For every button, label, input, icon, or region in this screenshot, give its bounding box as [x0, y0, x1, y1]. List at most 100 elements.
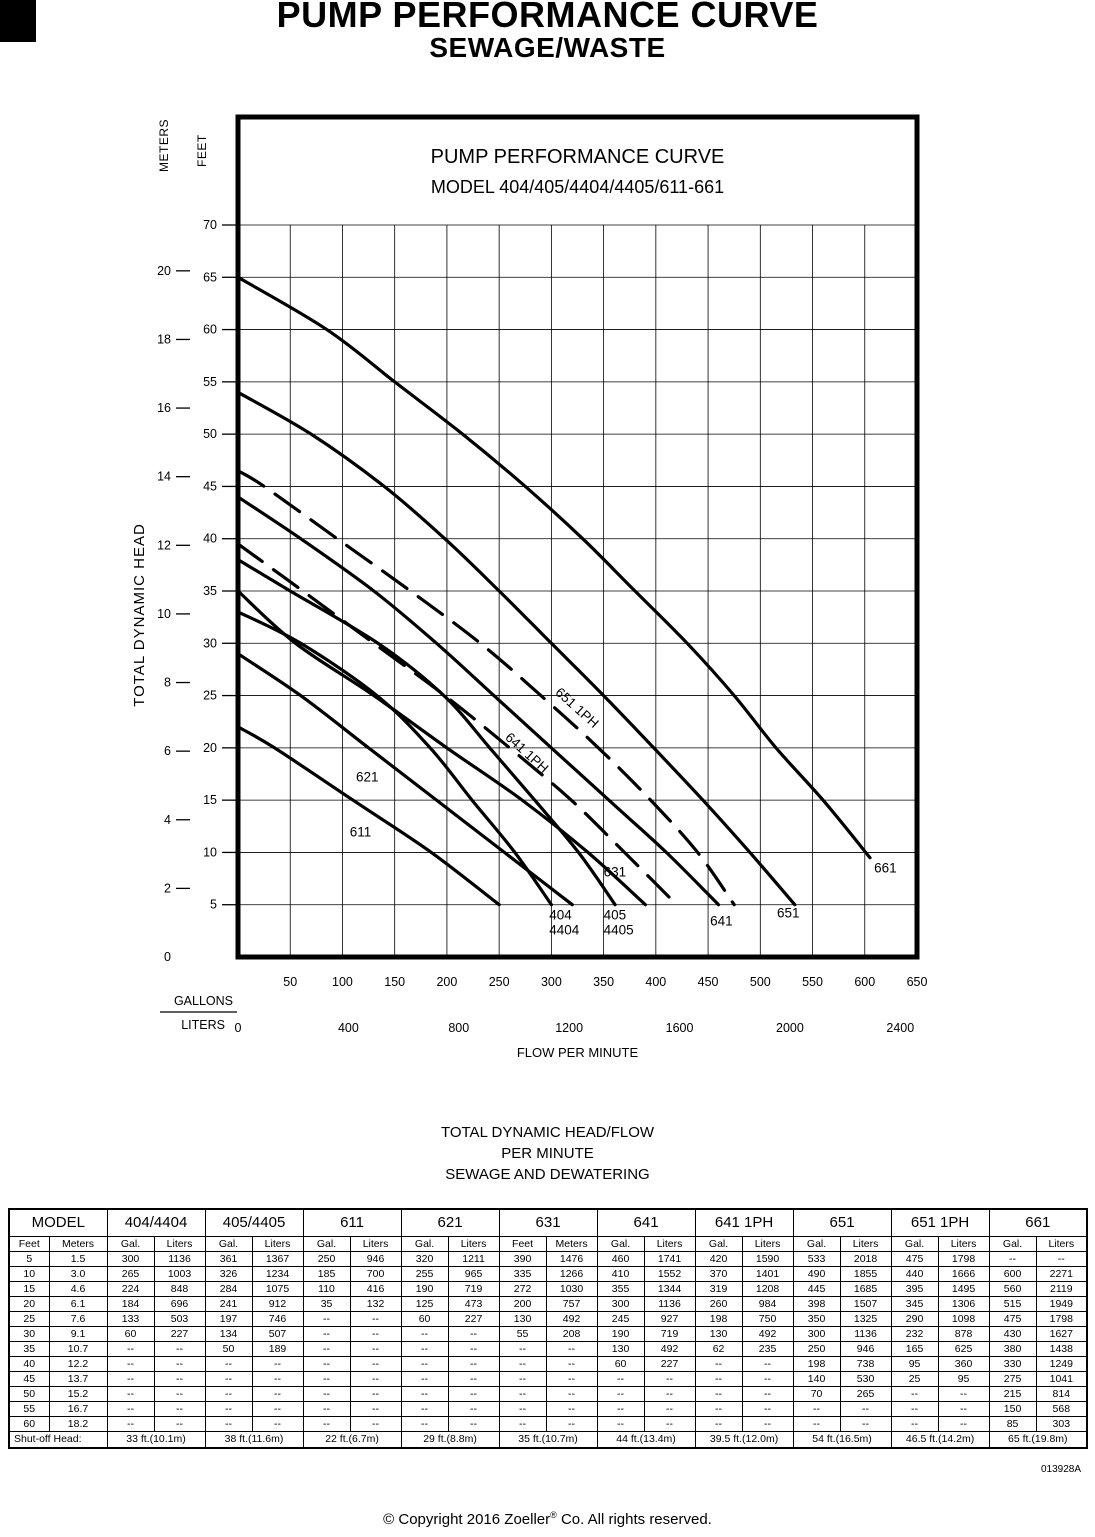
liters-cell: 1306 — [937, 1295, 990, 1312]
liters-cell: -- — [153, 1355, 206, 1372]
liters-cell: -- — [643, 1415, 696, 1432]
liters-cell: 227 — [643, 1355, 696, 1372]
gal-cell: 130 — [498, 1310, 547, 1327]
gallons-tick-label: 500 — [750, 975, 771, 989]
feet-tick-label: 65 — [203, 270, 217, 284]
liters-cell: 1476 — [545, 1250, 598, 1267]
curve-label-line: 641 — [710, 914, 733, 929]
feet-tick-label: 40 — [203, 532, 217, 546]
gal-cell: 390 — [498, 1250, 547, 1267]
meters-tick-label: 8 — [164, 676, 171, 690]
curve-661 — [236, 275, 872, 860]
gal-cell: 150 — [988, 1400, 1037, 1417]
gal-cell: 165 — [890, 1340, 939, 1357]
table-row: 15 4.6 224 848 284 1075 110 416 190 719 272 1030 355… — [8, 1280, 1088, 1297]
gal-cell: -- — [596, 1370, 645, 1387]
model-column-header: 651 1PH — [890, 1208, 990, 1237]
shutoff-value: 46.5 ft.(14.2m) — [890, 1430, 990, 1449]
gal-cell: 560 — [988, 1280, 1037, 1297]
liters-cell: -- — [741, 1415, 794, 1432]
curve-404-4404 — [236, 610, 553, 907]
feet-tick-label: 35 — [203, 584, 217, 598]
shutoff-value: 33 ft.(10.1m) — [106, 1430, 206, 1449]
curve-label-641: 641 — [710, 914, 733, 929]
gal-cell: -- — [400, 1370, 449, 1387]
curve-621 — [236, 652, 574, 907]
gal-cell: 110 — [302, 1280, 351, 1297]
gal-cell: 130 — [694, 1325, 743, 1342]
gal-cell: -- — [106, 1370, 155, 1387]
gal-cell: -- — [596, 1415, 645, 1432]
gal-cell: 335 — [498, 1265, 547, 1282]
curve-label-line: 651 1PH — [553, 685, 602, 731]
gal-cell: 245 — [596, 1310, 645, 1327]
liters-cell: 492 — [545, 1310, 598, 1327]
meters-tick-label: 2 — [164, 881, 171, 895]
gal-cell: -- — [400, 1340, 449, 1357]
curve-label-661: 661 — [874, 860, 897, 875]
liters-cell: 719 — [643, 1325, 696, 1342]
curve-611 — [236, 725, 501, 907]
feet-tick-label: 70 — [203, 218, 217, 232]
liters-cell: -- — [545, 1415, 598, 1432]
gal-cell: -- — [498, 1385, 547, 1402]
liters-cell: 416 — [349, 1280, 402, 1297]
liters-cell: 1507 — [839, 1295, 892, 1312]
liters-cell: 927 — [643, 1310, 696, 1327]
gallons-unit-label: GALLONS — [174, 994, 233, 1008]
meters-cell: 6.1 — [48, 1295, 108, 1312]
curve-label-621: 621 — [356, 769, 379, 784]
shutoff-value: 54 ft.(16.5m) — [792, 1430, 892, 1449]
gal-cell: 95 — [890, 1355, 939, 1372]
liters-cell: 946 — [839, 1340, 892, 1357]
liters-cell: 227 — [153, 1325, 206, 1342]
gal-cell: -- — [106, 1415, 155, 1432]
liters-cell: 1136 — [839, 1325, 892, 1342]
unit-subheader: Gal. — [596, 1235, 645, 1252]
gal-cell: 475 — [988, 1310, 1037, 1327]
gal-cell: -- — [302, 1325, 351, 1342]
gal-cell: -- — [792, 1415, 841, 1432]
table-row: 20 6.1 184 696 241 912 35 132 125 473 200 757 300 113… — [8, 1295, 1088, 1312]
gal-cell: 250 — [302, 1250, 351, 1267]
liters-cell: 1590 — [741, 1250, 794, 1267]
gallons-tick-label: 50 — [283, 975, 297, 989]
liters-cell: 1041 — [1035, 1370, 1088, 1387]
gal-cell: -- — [890, 1400, 939, 1417]
liters-cell: -- — [251, 1385, 304, 1402]
liters-cell: -- — [545, 1355, 598, 1372]
liters-cell: 473 — [447, 1295, 500, 1312]
curve-label-651: 651 — [777, 905, 800, 920]
liters-cell: 235 — [741, 1340, 794, 1357]
gal-cell: 460 — [596, 1250, 645, 1267]
liters-cell: 1211 — [447, 1250, 500, 1267]
gal-cell: -- — [988, 1250, 1037, 1267]
curve-label-651-1ph: 651 1PH — [553, 685, 602, 731]
unit-subheader: Liters — [447, 1235, 500, 1252]
meters-cell: 1.5 — [48, 1250, 108, 1267]
doc-code: 013928A — [1040, 1464, 1081, 1475]
feet-cell: 10 — [8, 1265, 50, 1282]
shutoff-value: 29 ft.(8.8m) — [400, 1430, 500, 1449]
gal-cell: -- — [498, 1340, 547, 1357]
page-title: PUMP PERFORMANCE CURVE — [276, 0, 819, 35]
feet-cell: 45 — [8, 1370, 50, 1387]
gal-cell: 326 — [204, 1265, 253, 1282]
meters-axis-label: METERS — [157, 119, 171, 172]
gal-cell: -- — [400, 1415, 449, 1432]
curve-label-611: 611 — [350, 825, 372, 840]
table-row: 25 7.6 133 503 197 746 -- -- 60 227 130 492 245 927 19… — [8, 1310, 1088, 1327]
liters-cell: 1798 — [1035, 1310, 1088, 1327]
liters-cell: 750 — [741, 1310, 794, 1327]
gal-cell: 355 — [596, 1280, 645, 1297]
gal-cell: 265 — [106, 1265, 155, 1282]
unit-subheader: Gal. — [792, 1235, 841, 1252]
liters-cell: 1438 — [1035, 1340, 1088, 1357]
unit-subheader: Liters — [937, 1235, 990, 1252]
gal-cell: -- — [596, 1385, 645, 1402]
liters-cell: 696 — [153, 1295, 206, 1312]
meters-cell: 15.2 — [48, 1385, 108, 1402]
liters-tick-label: 0 — [235, 1021, 242, 1035]
curve-label-line: 611 — [350, 825, 372, 840]
gal-cell: 190 — [400, 1280, 449, 1297]
